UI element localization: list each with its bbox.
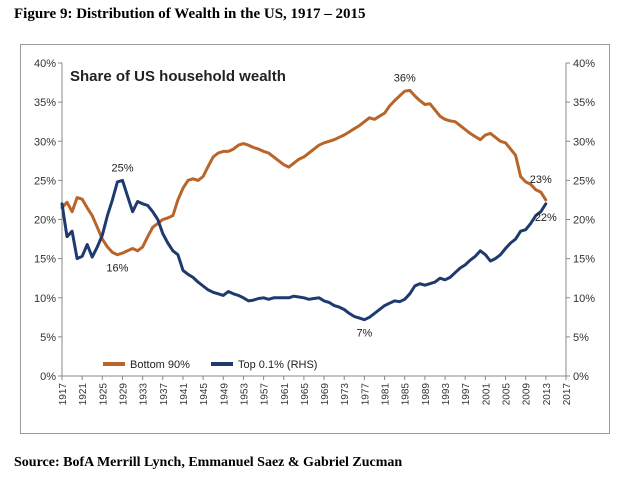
data-label: 25% bbox=[111, 162, 133, 174]
x-tick-label: 1985 bbox=[401, 383, 412, 406]
series-line-top01 bbox=[60, 178, 548, 322]
x-tick-label: 2005 bbox=[502, 383, 513, 406]
x-tick-label: 1937 bbox=[159, 383, 170, 406]
y-tick-label-right: 20% bbox=[573, 215, 595, 227]
x-tick-label: 1945 bbox=[199, 383, 210, 406]
y-tick-label-left: 10% bbox=[34, 293, 56, 305]
y-tick-label-left: 5% bbox=[40, 332, 56, 344]
data-label: 16% bbox=[106, 263, 128, 275]
x-tick-label: 1989 bbox=[421, 383, 432, 406]
y-tick-label-right: 5% bbox=[573, 332, 589, 344]
data-label: 36% bbox=[394, 72, 416, 84]
legend: Bottom 90% Top 0.1% (RHS) bbox=[103, 359, 317, 371]
y-tick-label-right: 30% bbox=[573, 136, 595, 148]
chart-frame: 0% 0% 5% 5% 10% 10% 15% 15% 20% 20% 25% 25% 30% 30% 35… bbox=[20, 44, 610, 434]
y-tick-label-left: 20% bbox=[34, 215, 56, 227]
y-tick-label-left: 40% bbox=[34, 58, 56, 70]
x-tick-label: 2013 bbox=[542, 383, 553, 406]
y-tick-label-right: 40% bbox=[573, 58, 595, 70]
x-tick-label: 1925 bbox=[98, 383, 109, 406]
legend-label-top01: Top 0.1% (RHS) bbox=[238, 359, 317, 371]
data-label: 23% bbox=[530, 174, 552, 186]
series-layer bbox=[60, 88, 548, 322]
annotations-layer: 25% 16% 36% 7% 23% 22% bbox=[106, 72, 557, 339]
series-line-bottom90 bbox=[60, 88, 548, 257]
x-tick-label: 1969 bbox=[320, 383, 331, 406]
x-tick-label: 1949 bbox=[219, 383, 230, 406]
y-tick-label-right: 0% bbox=[573, 371, 589, 383]
x-tick-label: 1929 bbox=[118, 383, 129, 406]
x-tick-label: 1977 bbox=[360, 383, 371, 406]
axes-layer: 0% 0% 5% 5% 10% 10% 15% 15% 20% 20% 25% 25% 30% 30% 35… bbox=[34, 58, 595, 405]
x-tick-label: 2017 bbox=[562, 383, 573, 406]
chart-title: Share of US household wealth bbox=[70, 68, 286, 85]
x-tick-label: 1973 bbox=[340, 383, 351, 406]
figure-title: Figure 9: Distribution of Wealth in the … bbox=[14, 6, 366, 22]
y-tick-label-right: 15% bbox=[573, 254, 595, 266]
y-tick-label-right: 25% bbox=[573, 175, 595, 187]
x-tick-label: 1965 bbox=[300, 383, 311, 406]
x-tick-label: 1981 bbox=[381, 383, 392, 406]
y-tick-label-left: 15% bbox=[34, 254, 56, 266]
figure-source: Source: BofA Merrill Lynch, Emmanuel Sae… bbox=[14, 455, 403, 470]
x-tick-label: 1921 bbox=[78, 383, 89, 406]
y-tick-label-left: 35% bbox=[34, 97, 56, 109]
y-tick-label-left: 25% bbox=[34, 175, 56, 187]
y-tick-label-left: 0% bbox=[40, 371, 56, 383]
x-tick-label: 2009 bbox=[522, 383, 533, 406]
x-tick-label: 1933 bbox=[139, 383, 150, 406]
x-tick-label: 1957 bbox=[260, 383, 271, 406]
x-tick-label: 1953 bbox=[239, 383, 250, 406]
legend-label-bottom90: Bottom 90% bbox=[130, 359, 190, 371]
x-tick-label: 1997 bbox=[461, 383, 472, 406]
data-label: 7% bbox=[356, 328, 372, 340]
y-tick-label-right: 35% bbox=[573, 97, 595, 109]
data-label: 22% bbox=[535, 212, 557, 224]
y-tick-label-right: 10% bbox=[573, 293, 595, 305]
x-tick-label: 1961 bbox=[280, 383, 291, 406]
x-tick-label: 1993 bbox=[441, 383, 452, 406]
x-tick-label: 1941 bbox=[179, 383, 190, 406]
y-tick-label-left: 30% bbox=[34, 136, 56, 148]
x-tick-label: 1917 bbox=[58, 383, 69, 406]
wealth-share-chart: 0% 0% 5% 5% 10% 10% 15% 15% 20% 20% 25% 25% 30% 30% 35… bbox=[34, 58, 595, 405]
x-tick-label: 2001 bbox=[481, 383, 492, 406]
